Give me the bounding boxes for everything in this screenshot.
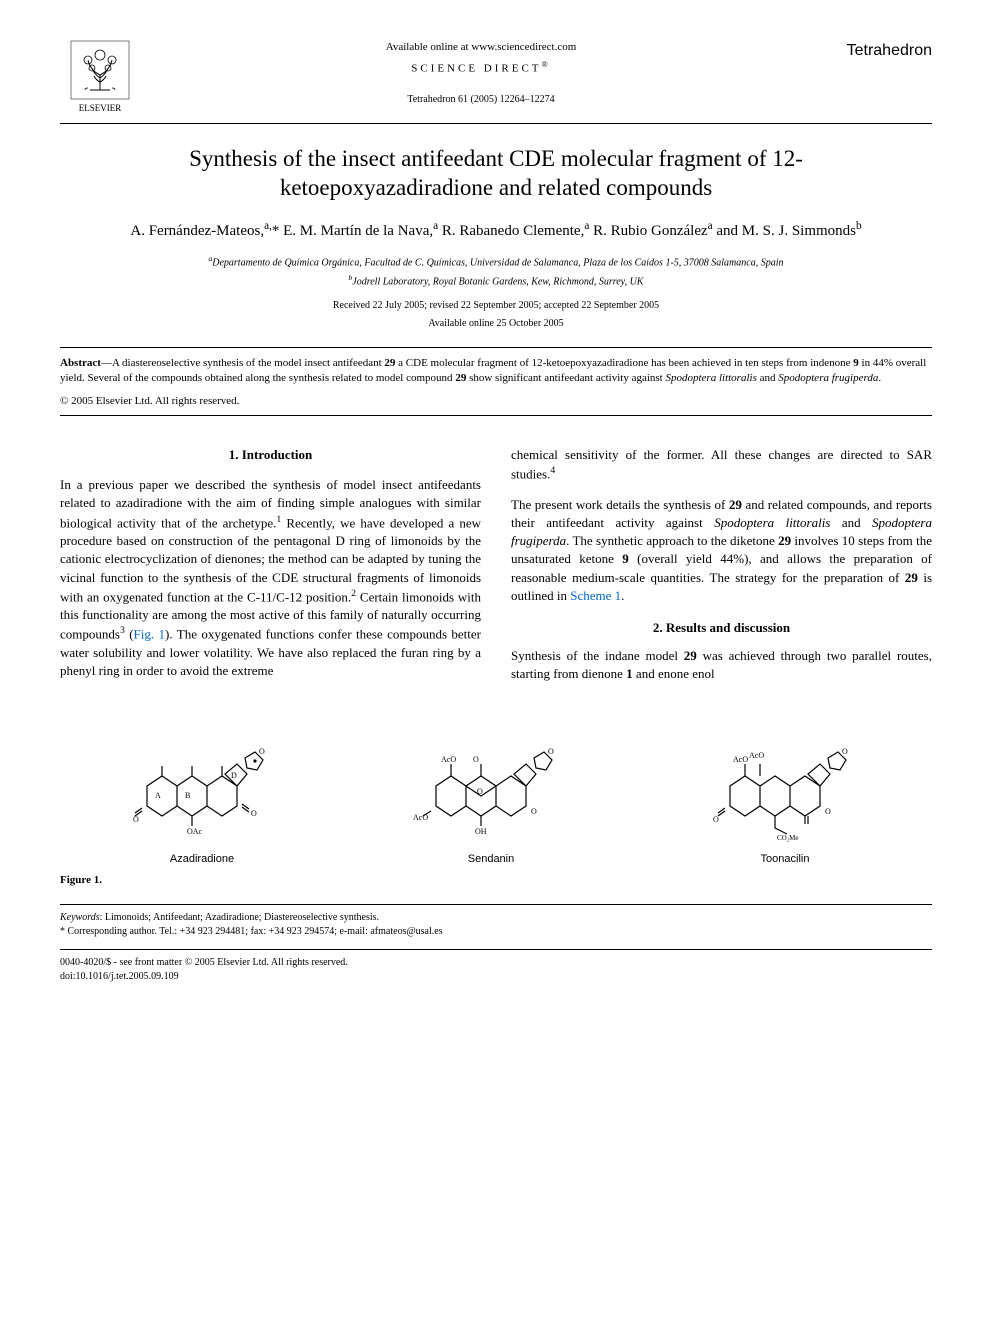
section-heading-results: 2. Results and discussion (511, 619, 932, 637)
molecule-label: Toonacilin (705, 852, 865, 867)
molecule-azadiradione: O O OAc O A B D Azadiradione (127, 726, 277, 867)
svg-text:CO₂Me: CO₂Me (777, 834, 799, 842)
molecule-label: Azadiradione (127, 852, 277, 867)
footer-rule (60, 949, 932, 950)
svg-text:O: O (531, 807, 537, 816)
svg-text:AcO: AcO (749, 751, 764, 760)
journal-name: Tetrahedron (822, 40, 932, 62)
svg-text:O: O (548, 747, 554, 756)
left-column: 1. Introduction In a previous paper we d… (60, 446, 481, 695)
right-column: chemical sensitivity of the former. All … (511, 446, 932, 695)
svg-text:OAc: OAc (187, 827, 203, 836)
article-title: Synthesis of the insect antifeedant CDE … (100, 144, 892, 204)
abstract-top-rule (60, 347, 932, 348)
svg-text:O: O (251, 809, 257, 818)
page-header: ELSEVIER Available online at www.science… (60, 40, 932, 115)
intro-paragraph-1: In a previous paper we described the syn… (60, 476, 481, 680)
corresponding-author: * Corresponding author. Tel.: +34 923 29… (60, 925, 932, 939)
svg-text:AcO: AcO (733, 755, 748, 764)
results-paragraph-1: Synthesis of the indane model 29 was ach… (511, 647, 932, 683)
col2-paragraph-2: The present work details the synthesis o… (511, 496, 932, 605)
abstract-text: —A diastereoselective synthesis of the m… (60, 357, 926, 384)
molecule-toonacilin: AcO AcO O CO₂Me O O Toonacilin (705, 726, 865, 867)
svg-text:O: O (825, 807, 831, 816)
authors-line: A. Fernández-Mateos,a,* E. M. Martín de … (60, 219, 932, 242)
svg-text:B: B (185, 791, 190, 800)
publisher-name: ELSEVIER (60, 102, 140, 115)
footer-block: Keywords: Limonoids; Antifeedant; Azadir… (60, 904, 932, 984)
svg-text:OH: OH (475, 827, 487, 836)
doi-line: doi:10.1016/j.tet.2005.09.109 (60, 970, 932, 984)
molecule-structure-icon: AcO O AcO OH O O O (411, 726, 571, 846)
article-dates: Received 22 July 2005; revised 22 Septem… (60, 299, 932, 313)
publisher-logo-block: ELSEVIER (60, 40, 140, 115)
svg-text:O: O (842, 747, 848, 756)
front-matter-line: 0040-4020/$ - see front matter © 2005 El… (60, 956, 932, 970)
header-rule (60, 123, 932, 124)
elsevier-tree-icon (70, 40, 130, 100)
journal-reference: Tetrahedron 61 (2005) 12264–12274 (140, 93, 822, 107)
abstract-block: Abstract—A diastereoselective synthesis … (60, 356, 932, 386)
affiliation-b: bJodrell Laboratory, Royal Botanic Garde… (120, 273, 872, 289)
molecule-structure-icon: O O OAc O A B D (127, 726, 277, 846)
figure-1-row: O O OAc O A B D Azadiradione (60, 726, 932, 867)
available-online-text: Available online at www.sciencedirect.co… (140, 40, 822, 55)
figure-caption: Figure 1. (60, 873, 932, 888)
svg-text:A: A (155, 791, 161, 800)
copyright-line: © 2005 Elsevier Ltd. All rights reserved… (60, 394, 932, 409)
svg-text:AcO: AcO (441, 755, 456, 764)
abstract-label: Abstract (60, 357, 101, 369)
center-header: Available online at www.sciencedirect.co… (140, 40, 822, 107)
svg-text:AcO: AcO (413, 813, 428, 822)
keywords-line: Keywords: Limonoids; Antifeedant; Azadir… (60, 911, 932, 925)
section-heading-introduction: 1. Introduction (60, 446, 481, 464)
svg-text:O: O (477, 787, 483, 796)
molecule-label: Sendanin (411, 852, 571, 867)
svg-text:O: O (473, 755, 479, 764)
svg-text:O: O (713, 815, 719, 824)
svg-text:O: O (259, 747, 265, 756)
available-online-date: Available online 25 October 2005 (60, 317, 932, 331)
sciencedirect-logo: SCIENCE DIRECT® (411, 59, 551, 77)
col2-paragraph-1: chemical sensitivity of the former. All … (511, 446, 932, 484)
molecule-sendanin: AcO O AcO OH O O O Sendanin (411, 726, 571, 867)
affiliation-a: aDepartamento de Química Orgánica, Facul… (120, 254, 872, 270)
molecule-structure-icon: AcO AcO O CO₂Me O O (705, 726, 865, 846)
svg-text:O: O (133, 815, 139, 824)
two-column-body: 1. Introduction In a previous paper we d… (60, 446, 932, 695)
abstract-bottom-rule (60, 415, 932, 416)
svg-text:D: D (231, 771, 237, 780)
